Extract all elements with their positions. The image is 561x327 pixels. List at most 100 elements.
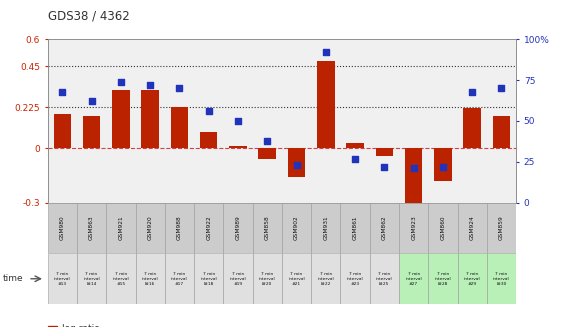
- Bar: [282, 253, 311, 304]
- Text: 7 min
interval
l#28: 7 min interval l#28: [435, 272, 451, 286]
- Bar: [341, 203, 370, 253]
- Bar: [487, 203, 516, 253]
- Bar: [171, 107, 188, 148]
- Bar: [48, 253, 77, 304]
- Bar: [434, 148, 452, 181]
- Bar: [200, 132, 218, 148]
- Bar: [53, 114, 71, 148]
- Text: 7 min
interval
l#30: 7 min interval l#30: [493, 272, 510, 286]
- Point: [409, 166, 418, 171]
- Text: time: time: [3, 274, 24, 283]
- Bar: [428, 253, 458, 304]
- Text: GSM902: GSM902: [294, 216, 299, 240]
- Text: 7 min
interval
#15: 7 min interval #15: [113, 272, 129, 286]
- Text: 7 min
interval
#29: 7 min interval #29: [464, 272, 481, 286]
- Bar: [311, 253, 341, 304]
- Point: [439, 164, 448, 169]
- Text: GSM863: GSM863: [89, 216, 94, 240]
- Bar: [458, 203, 487, 253]
- Point: [468, 89, 477, 94]
- Point: [175, 86, 184, 91]
- Bar: [223, 253, 252, 304]
- Text: 7 min
interval
l#18: 7 min interval l#18: [200, 272, 217, 286]
- Text: GSM931: GSM931: [323, 216, 328, 240]
- Text: GSM861: GSM861: [353, 216, 357, 240]
- Text: GSM921: GSM921: [118, 216, 123, 240]
- Bar: [282, 203, 311, 253]
- Bar: [311, 203, 341, 253]
- Text: GSM980: GSM980: [60, 216, 65, 240]
- Bar: [48, 326, 57, 327]
- Point: [497, 86, 506, 91]
- Text: 7 min
interval
l#22: 7 min interval l#22: [318, 272, 334, 286]
- Point: [233, 118, 242, 124]
- Bar: [77, 203, 106, 253]
- Text: 7 min
interval
l#25: 7 min interval l#25: [376, 272, 393, 286]
- Bar: [223, 203, 252, 253]
- Text: GSM923: GSM923: [411, 216, 416, 240]
- Bar: [136, 253, 165, 304]
- Text: GSM862: GSM862: [382, 216, 387, 240]
- Bar: [112, 90, 130, 148]
- Bar: [370, 253, 399, 304]
- Text: GSM860: GSM860: [440, 216, 445, 240]
- Text: 7 min
interval
l#16: 7 min interval l#16: [142, 272, 159, 286]
- Point: [263, 138, 272, 143]
- Bar: [106, 253, 136, 304]
- Bar: [317, 61, 334, 148]
- Text: log ratio: log ratio: [62, 324, 99, 327]
- Text: GSM922: GSM922: [206, 216, 211, 240]
- Bar: [399, 203, 428, 253]
- Bar: [194, 253, 223, 304]
- Bar: [194, 203, 223, 253]
- Point: [292, 163, 301, 168]
- Bar: [252, 203, 282, 253]
- Bar: [106, 203, 136, 253]
- Text: 7 min
interval
#21: 7 min interval #21: [288, 272, 305, 286]
- Bar: [493, 115, 511, 148]
- Point: [146, 82, 155, 88]
- Bar: [229, 146, 247, 148]
- Point: [204, 109, 213, 114]
- Bar: [463, 108, 481, 148]
- Text: GSM989: GSM989: [236, 216, 241, 240]
- Bar: [165, 253, 194, 304]
- Bar: [405, 148, 422, 206]
- Point: [116, 79, 125, 84]
- Bar: [428, 203, 458, 253]
- Bar: [341, 253, 370, 304]
- Text: 7 min
interval
#13: 7 min interval #13: [54, 272, 71, 286]
- Text: GSM988: GSM988: [177, 216, 182, 240]
- Point: [321, 50, 330, 55]
- Bar: [83, 115, 100, 148]
- Point: [351, 156, 360, 161]
- Bar: [288, 148, 305, 177]
- Bar: [399, 253, 428, 304]
- Text: GSM920: GSM920: [148, 216, 153, 240]
- Bar: [48, 203, 77, 253]
- Bar: [77, 253, 106, 304]
- Text: 7 min
interval
#27: 7 min interval #27: [405, 272, 422, 286]
- Bar: [346, 143, 364, 148]
- Text: 7 min
interval
#23: 7 min interval #23: [347, 272, 364, 286]
- Bar: [458, 253, 487, 304]
- Text: 7 min
interval
l#20: 7 min interval l#20: [259, 272, 275, 286]
- Bar: [259, 148, 276, 159]
- Text: 7 min
interval
#17: 7 min interval #17: [171, 272, 188, 286]
- Point: [87, 99, 96, 104]
- Bar: [487, 253, 516, 304]
- Text: GSM858: GSM858: [265, 216, 270, 240]
- Bar: [252, 253, 282, 304]
- Point: [58, 89, 67, 94]
- Bar: [136, 203, 165, 253]
- Bar: [141, 90, 159, 148]
- Point: [380, 164, 389, 169]
- Text: 7 min
interval
l#14: 7 min interval l#14: [83, 272, 100, 286]
- Text: GSM859: GSM859: [499, 216, 504, 240]
- Text: GSM924: GSM924: [470, 216, 475, 240]
- Bar: [165, 203, 194, 253]
- Bar: [370, 203, 399, 253]
- Bar: [376, 148, 393, 156]
- Text: 7 min
interval
#19: 7 min interval #19: [229, 272, 246, 286]
- Text: GDS38 / 4362: GDS38 / 4362: [48, 10, 130, 23]
